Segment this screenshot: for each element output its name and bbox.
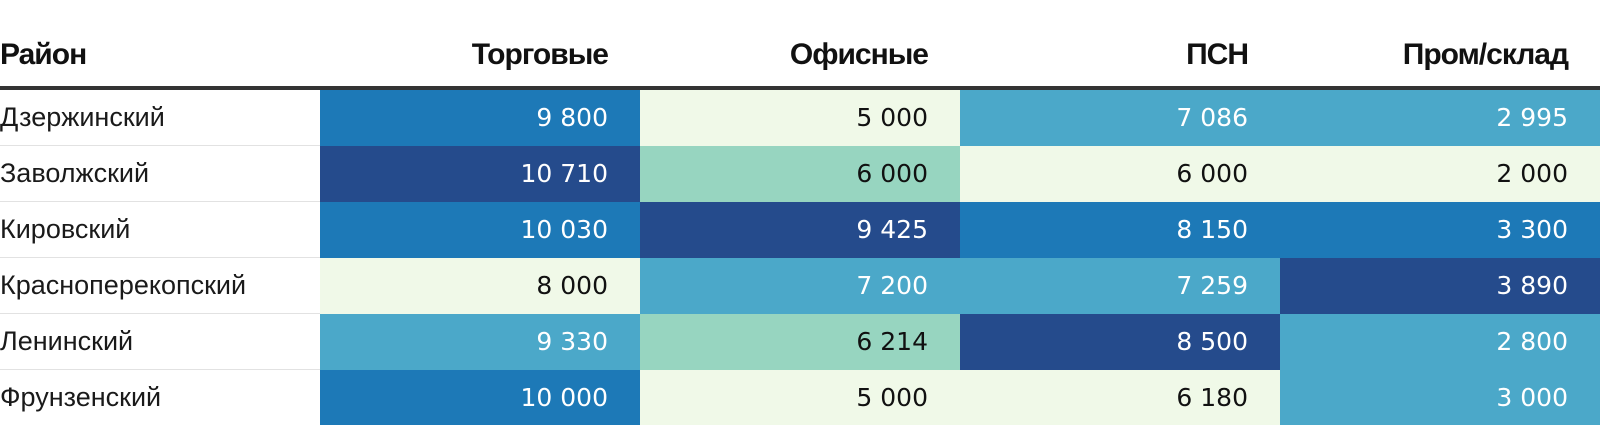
cell-retail: 9 800: [320, 88, 640, 146]
district-name: Фрунзенский: [0, 382, 162, 412]
column-header-district: Район: [0, 24, 320, 90]
cell-industrial: 2 995: [1280, 88, 1600, 146]
cell-psn: 6 180: [960, 369, 1280, 425]
district-name: Ленинский: [0, 313, 320, 370]
cell-psn: 7 086: [960, 88, 1280, 146]
table-body: Дзержинский 9 800 5 000 7 086 2 995 Заволжски…: [0, 88, 1600, 425]
cell-industrial: 3 000: [1280, 369, 1600, 425]
cell-retail: 9 330: [320, 313, 640, 370]
table-row: Красноперекопский 8 000 7 200 7 259 3 890: [0, 257, 1600, 314]
cell-industrial: 2 000: [1280, 145, 1600, 202]
cell-psn: 8 500: [960, 313, 1280, 370]
table-row: Фрунзенский 10 000 5 000 6 180 3 000: [0, 369, 1600, 425]
header-row: Район Торговые Офисные ПСН Пром/склад: [0, 24, 1600, 90]
cell-psn: 7 259: [960, 257, 1280, 314]
column-header-industrial: Пром/склад: [1280, 24, 1600, 90]
cell-office: 6 000: [640, 145, 960, 202]
cell-psn: 6 000: [960, 145, 1280, 202]
column-header-retail: Торговые: [320, 24, 640, 90]
table-header: Район Торговые Офисные ПСН Пром/склад: [0, 24, 1600, 90]
cell-office: 7 200: [640, 257, 960, 314]
district-name: Заволжский: [0, 145, 320, 202]
table-row: Дзержинский 9 800 5 000 7 086 2 995: [0, 88, 1600, 146]
district-name: Кировский: [0, 201, 320, 258]
cell-office: 9 425: [640, 201, 960, 258]
table-row: Заволжский 10 710 6 000 6 000 2 000: [0, 145, 1600, 202]
cell-retail: 10 710: [320, 145, 640, 202]
cell-office: 6 214: [640, 313, 960, 370]
table-row: Ленинский 9 330 6 214 8 500 2 800: [0, 313, 1600, 370]
column-header-psn: ПСН: [960, 24, 1280, 90]
heatmap-table: Район Торговые Офисные ПСН Пром/склад Дз…: [0, 24, 1600, 425]
cell-office: 5 000: [640, 369, 960, 425]
cell-office: 5 000: [640, 88, 960, 146]
cell-retail: 10 030: [320, 201, 640, 258]
table-row: Кировский 10 030 9 425 8 150 3 300: [0, 201, 1600, 258]
cell-industrial: 3 890: [1280, 257, 1600, 314]
cell-retail: 8 000: [320, 257, 640, 314]
cell-retail: 10 000: [320, 369, 640, 425]
cell-psn: 8 150: [960, 201, 1280, 258]
column-header-office: Офисные: [640, 24, 960, 90]
district-name: Дзержинский: [0, 88, 320, 146]
cell-industrial: 3 300: [1280, 201, 1600, 258]
district-name: Красноперекопский: [0, 257, 320, 314]
cell-industrial: 2 800: [1280, 313, 1600, 370]
